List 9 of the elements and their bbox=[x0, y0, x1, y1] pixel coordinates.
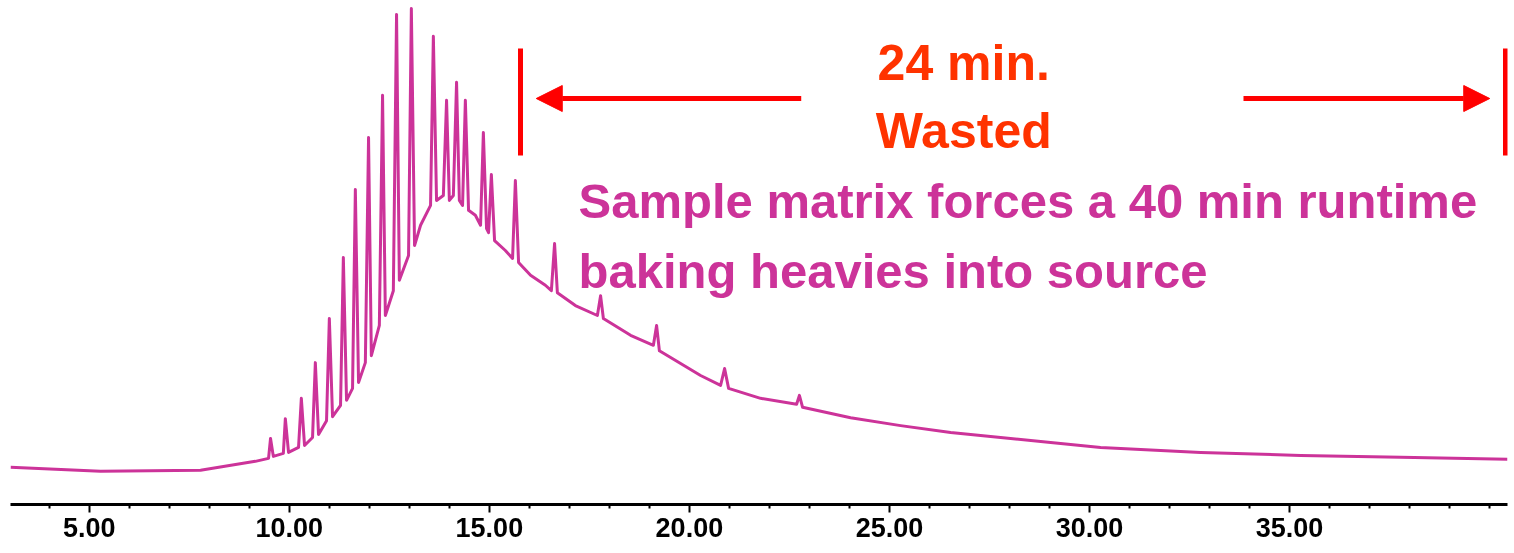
annotation: Sample matrix forces a 40 min runtime baking heavies into source bbox=[578, 173, 1478, 298]
x-tick-label: 5.00 bbox=[63, 512, 116, 543]
x-tick-label: 35.00 bbox=[1255, 512, 1324, 543]
x-tick-label: 15.00 bbox=[455, 512, 524, 543]
x-tick-label: 10.00 bbox=[255, 512, 324, 543]
x-tick-label: 30.00 bbox=[1055, 512, 1124, 543]
x-tick-label: 25.00 bbox=[855, 512, 924, 543]
annotation: 24 min. Wasted bbox=[875, 34, 1052, 159]
x-tick-label: 20.00 bbox=[655, 512, 724, 543]
